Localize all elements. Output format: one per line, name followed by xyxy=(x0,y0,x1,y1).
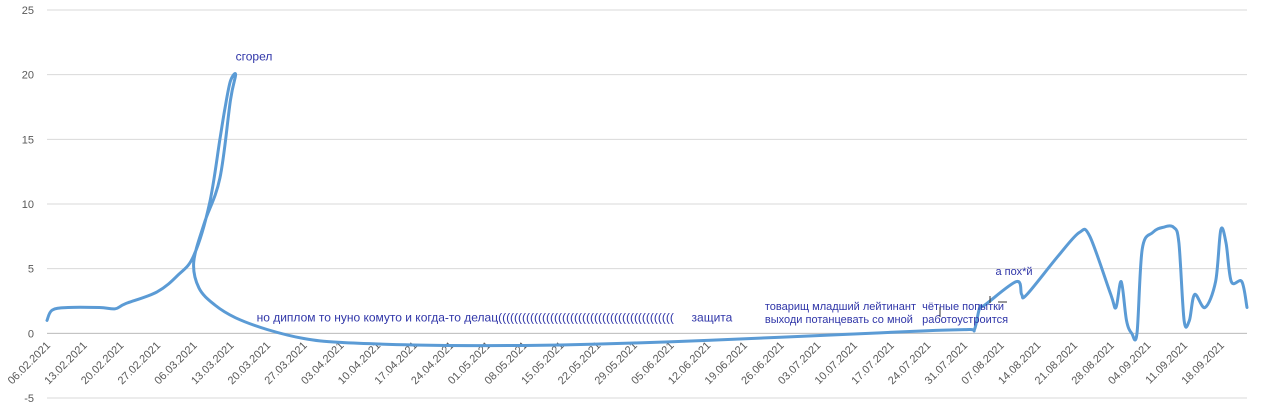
y-tick-label: 20 xyxy=(22,70,34,82)
annotation-text: выходи потанцевать со мной xyxy=(765,314,913,326)
annotation-text: а пох*й xyxy=(995,266,1032,278)
annotation-text: товарищ младший лейтинант xyxy=(765,301,916,313)
annotation-text: работоустроится xyxy=(922,314,1008,326)
decor-marks xyxy=(939,296,1007,317)
annotation-text: сгорел xyxy=(236,49,273,63)
annotation-text: чётные попытки xyxy=(922,301,1004,313)
y-tick-label: 10 xyxy=(22,199,34,211)
y-axis-tick-labels: -5 0 5 10 15 20 25 xyxy=(22,5,34,405)
y-tick-label: 5 xyxy=(28,264,34,276)
annotation-text: защита xyxy=(692,311,733,325)
y-tick-label: 25 xyxy=(22,5,34,17)
y-tick-label: -5 xyxy=(24,393,34,405)
y-tick-label: 0 xyxy=(28,328,34,340)
series-line xyxy=(45,72,1249,348)
x-axis-tick-labels: 06.02.202113.02.202120.02.202127.02.2021… xyxy=(6,340,1227,387)
y-tick-label: 15 xyxy=(22,134,34,146)
annotations: сгорел но диплом то нуно комуто и когда-т… xyxy=(236,49,1033,326)
annotation-text: но диплом то нуно комуто и когда-то дела… xyxy=(257,311,674,325)
gridlines xyxy=(47,9,1247,399)
